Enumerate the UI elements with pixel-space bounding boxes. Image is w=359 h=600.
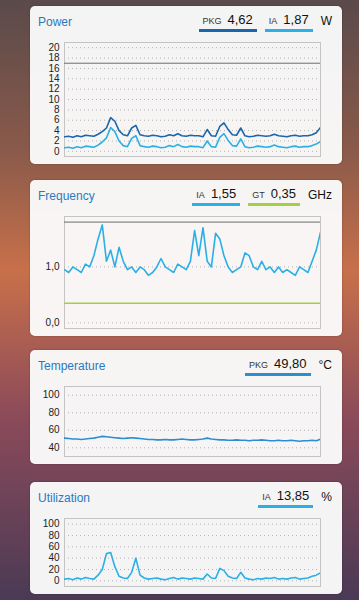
- svg-text:0,0: 0,0: [46, 317, 60, 328]
- html-text:Utilization: Utilization: [38, 491, 90, 505]
- svg-text:60: 60: [48, 541, 60, 552]
- svg-text:40: 40: [48, 552, 60, 563]
- html-text:PKG 4,62: PKG 4,62: [202, 12, 253, 27]
- svg-text:16: 16: [48, 63, 60, 74]
- html-text:GT 0,35: GT 0,35: [252, 186, 296, 201]
- html-text:IA 1,87: IA 1,87: [268, 12, 309, 27]
- svg-text:1,0: 1,0: [46, 261, 60, 272]
- html-text:°C: °C: [318, 358, 332, 372]
- svg-text:18: 18: [48, 52, 60, 63]
- svg-text:20: 20: [48, 42, 60, 53]
- svg-text:0: 0: [54, 575, 60, 586]
- html-text:W: W: [320, 14, 332, 28]
- svg-text:14: 14: [48, 73, 60, 84]
- svg-text:2: 2: [54, 135, 60, 146]
- html-text:IA 13,85: IA 13,85: [262, 488, 310, 503]
- svg-text:6: 6: [54, 114, 60, 125]
- html-text:Temperature: Temperature: [38, 359, 106, 373]
- svg-text:8: 8: [54, 104, 60, 115]
- svg-text:80: 80: [48, 530, 60, 541]
- svg-text:100: 100: [43, 389, 60, 400]
- svg-text:20: 20: [48, 564, 60, 575]
- html-text:IA 1,55: IA 1,55: [196, 186, 237, 201]
- html-text:GHz: GHz: [308, 188, 332, 202]
- svg-text:40: 40: [48, 442, 60, 453]
- svg-text:10: 10: [48, 94, 60, 105]
- svg-text:0: 0: [54, 146, 60, 157]
- html-text:Power: Power: [38, 15, 72, 29]
- html-text:Frequency: Frequency: [38, 189, 95, 203]
- html-text:49,80: 49,80: [274, 356, 307, 371]
- svg-text:12: 12: [48, 83, 60, 94]
- svg-text:100: 100: [43, 518, 60, 529]
- svg-text:4: 4: [54, 125, 60, 136]
- html-text:PKG: PKG: [249, 360, 268, 370]
- svg-text:80: 80: [48, 407, 60, 418]
- svg-text:60: 60: [48, 424, 60, 435]
